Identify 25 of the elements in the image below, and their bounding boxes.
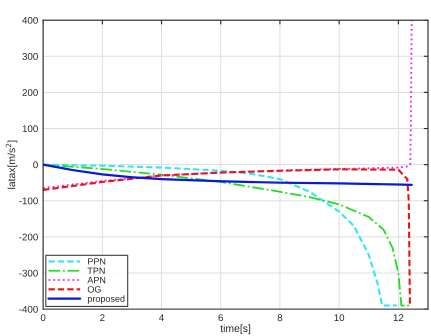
- y-tick-label: 100: [22, 125, 38, 132]
- legend-label: PPN: [88, 258, 106, 265]
- x-tick-label: 12: [394, 314, 404, 322]
- y-axis-title: latax[m/s$^{2}$]: [6, 140, 18, 189]
- legend-label: OG: [88, 286, 101, 293]
- x-tick-label: 0: [40, 314, 46, 322]
- y-tick-label: 400: [22, 16, 38, 24]
- y-tick-label: -200: [19, 234, 38, 240]
- line-series: [43, 164, 413, 186]
- x-tick-label: 6: [218, 314, 224, 322]
- y-tick-label: -400: [19, 306, 38, 313]
- x-tick-label: 4: [159, 314, 164, 322]
- x-tick-label: 2: [100, 314, 105, 322]
- y-tick-label: -300: [19, 270, 38, 277]
- legend-label: TPN: [88, 268, 105, 274]
- x-tick-label: 8: [278, 314, 282, 322]
- legend-label: APN: [87, 276, 106, 284]
- y-tick-label: 200: [22, 89, 38, 96]
- legend-label: proposed: [88, 295, 124, 304]
- y-tick-label: 0: [33, 161, 38, 168]
- y-tick-label: 300: [22, 53, 38, 60]
- y-tick-label: -100: [19, 197, 38, 204]
- line-series: [43, 20, 413, 190]
- x-tick-label: 10: [334, 314, 344, 322]
- x-axis-title: time[s]: [220, 324, 250, 334]
